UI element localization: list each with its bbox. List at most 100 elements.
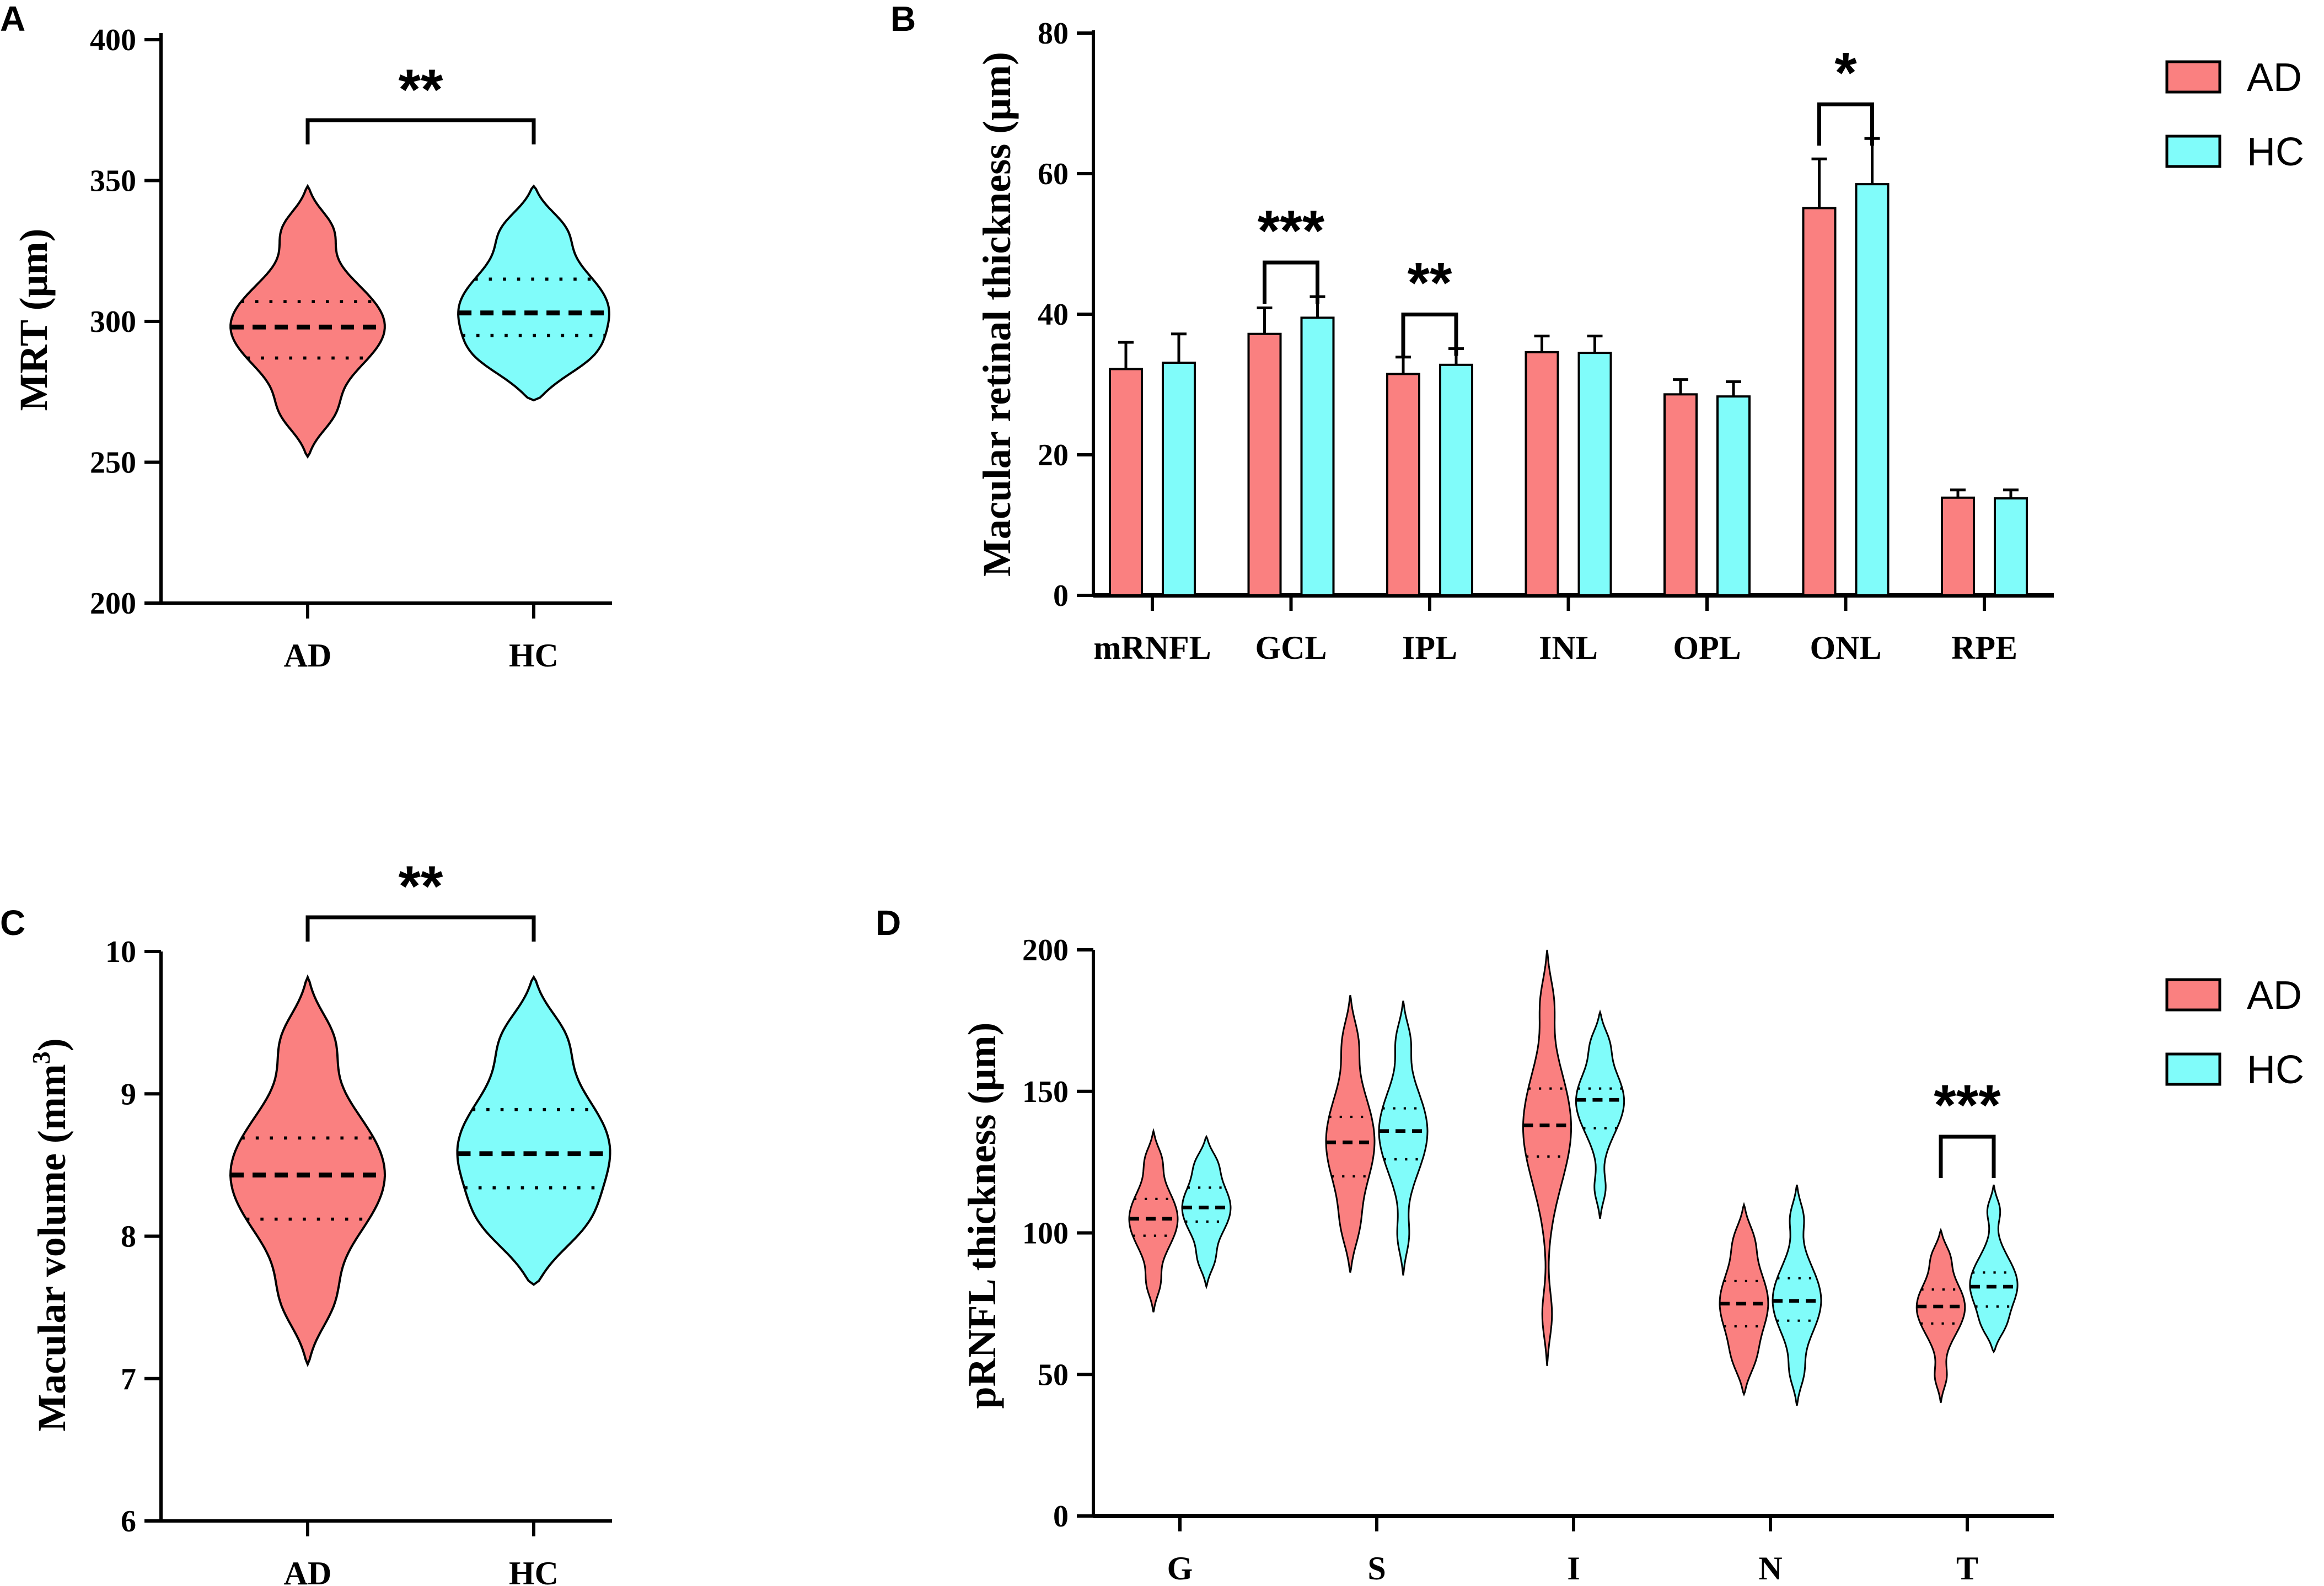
panel-a-y-tick-label: 400 xyxy=(90,23,136,57)
panel-c-violins xyxy=(229,974,611,1368)
legend-top: AD HC xyxy=(2165,56,2304,174)
panel-b-hc-bar xyxy=(1300,316,1335,596)
panel-d-ad-violin xyxy=(1522,949,1572,1366)
panel-d-ad-violin xyxy=(1719,1202,1769,1397)
legend-bottom-label-ad: AD xyxy=(2247,974,2302,1018)
panel-b-ad-bar xyxy=(1109,368,1143,596)
panel-b-x-tick-label: RPE xyxy=(1951,630,2017,666)
panel-c-x-tick-label: AD xyxy=(284,1555,332,1586)
panel-d-sig-label: *** xyxy=(1934,1073,2001,1137)
panel-b-sig-label: *** xyxy=(1258,199,1325,263)
panel-a-y-tick-label: 250 xyxy=(90,446,136,480)
panel-b-ad-bar xyxy=(1802,207,1837,597)
panel-c-ad-violin xyxy=(229,974,387,1368)
panel-label-a: A xyxy=(0,0,25,39)
panel-a-x-ticks: AD HC xyxy=(284,603,559,674)
panel-d-hc-violin xyxy=(1969,1184,2019,1354)
panel-d: D pRNFL thickness (μm) 0 50 100 150 200 G S I N… xyxy=(876,903,2054,1586)
panel-c-x-tick-label: HC xyxy=(509,1555,559,1586)
panel-b-y-tick-label: 20 xyxy=(1038,438,1069,472)
panel-a-y-tick-label: 300 xyxy=(90,305,136,339)
panel-c-y-tick-label: 9 xyxy=(121,1077,136,1111)
panel-b-y-tick-label: 60 xyxy=(1038,157,1069,191)
panel-d-ad-violin xyxy=(1325,994,1376,1273)
panel-a-hc-violin xyxy=(457,184,610,402)
panel-label-c: C xyxy=(0,903,25,943)
panel-c-hc-violin xyxy=(456,975,611,1286)
panel-b-ad-bar xyxy=(1941,496,1975,597)
panel-c-sig-label: ** xyxy=(399,854,443,918)
panel-c-y-ticks: 6 7 8 9 10 xyxy=(105,935,161,1539)
panel-d-y-tick-label: 50 xyxy=(1038,1358,1069,1392)
panel-b-x-ticks: mRNFL GCL IPL INL OPL ONL RPE xyxy=(1093,595,2017,666)
panel-d-significance: *** xyxy=(1934,1073,2001,1178)
panel-d-x-tick-label: I xyxy=(1567,1550,1580,1586)
panel-b-hc-bar xyxy=(1994,497,2028,596)
panel-c-y-tick-label: 10 xyxy=(105,935,136,969)
panel-b-x-tick-label: IPL xyxy=(1402,630,1457,666)
panel-d-violins xyxy=(1128,949,2019,1406)
panel-c-sig-bracket xyxy=(305,915,536,942)
panel-b-sig-bracket xyxy=(1401,312,1458,356)
panel-d-hc-violin xyxy=(1181,1135,1232,1289)
panel-d-y-tick-label: 200 xyxy=(1022,933,1069,967)
panel-d-y-tick-label: 150 xyxy=(1022,1075,1069,1109)
panel-b-ad-bar xyxy=(1386,373,1420,596)
panel-c-ylabel-end: ) xyxy=(30,1038,74,1051)
panel-b-y-tick-label: 40 xyxy=(1038,298,1069,332)
panel-b-ad-bar xyxy=(1247,332,1282,596)
panel-a-y-tick-label: 200 xyxy=(90,587,136,621)
panel-a-significance: ** xyxy=(305,58,536,144)
panel-d-y-ticks: 0 50 100 150 200 xyxy=(1022,933,1093,1534)
panel-d-x-tick-label: G xyxy=(1167,1550,1193,1586)
panel-c-significance: ** xyxy=(305,854,536,942)
panel-label-d: D xyxy=(876,903,901,943)
legend-top-swatch-ad xyxy=(2165,60,2221,94)
panel-c-ylabel: Macular volume (mm3) xyxy=(27,1038,74,1432)
panel-b-significance: ****** xyxy=(1258,41,1874,356)
panel-b-x-tick-label: mRNFL xyxy=(1093,630,1211,666)
panel-b: B Macular retinal thickness (μm) 0 20 40 60… xyxy=(890,0,2054,666)
panel-d-ylabel: pRNFL thickness (μm) xyxy=(960,1023,1004,1409)
panel-b-hc-bar xyxy=(1577,352,1612,596)
panel-c-ylabel-sup: 3 xyxy=(27,1051,55,1064)
panel-b-hc-bar xyxy=(1439,363,1473,596)
panel-d-x-tick-label: S xyxy=(1367,1550,1386,1586)
panel-b-hc-bar xyxy=(1162,361,1196,596)
panel-a-sig-label: ** xyxy=(399,58,443,122)
panel-a-y-tick-label: 350 xyxy=(90,164,136,198)
panel-b-ylabel: Macular retinal thickness (μm) xyxy=(975,52,1019,577)
panel-b-hc-bar xyxy=(1855,183,1890,596)
panel-c-x-ticks: AD HC xyxy=(284,1521,559,1586)
panel-b-y-ticks: 0 20 40 60 80 xyxy=(1038,17,1093,613)
legend-bottom-swatch-hc xyxy=(2165,1052,2221,1086)
panel-c-y-tick-label: 7 xyxy=(121,1362,136,1396)
panel-a-ad-violin xyxy=(229,184,386,459)
panel-d-x-tick-label: T xyxy=(1956,1550,1978,1586)
panel-d-y-tick-label: 0 xyxy=(1053,1499,1069,1534)
legend-top-label-hc: HC xyxy=(2247,130,2304,174)
panel-d-sig-bracket xyxy=(1939,1135,1996,1178)
legend-bottom: AD HC xyxy=(2165,974,2304,1092)
panel-d-hc-violin xyxy=(1772,1184,1822,1406)
panel-b-ad-bar xyxy=(1525,351,1559,596)
panel-b-ad-bar xyxy=(1663,393,1698,596)
panel-b-x-tick-label: ONL xyxy=(1810,630,1881,666)
legend-bottom-label-hc: HC xyxy=(2247,1048,2304,1092)
panel-b-y-tick-label: 80 xyxy=(1038,17,1069,51)
panel-b-sig-label: * xyxy=(1834,41,1857,105)
panel-c-ylabel-main: Macular volume (mm xyxy=(30,1064,74,1432)
panel-c-y-tick-label: 8 xyxy=(121,1220,136,1254)
legend-top-swatch-hc xyxy=(2165,135,2221,168)
panel-b-x-tick-label: OPL xyxy=(1673,630,1741,666)
panel-c-y-tick-label: 6 xyxy=(121,1504,136,1539)
panel-a-y-ticks: 200 250 300 350 400 xyxy=(90,23,161,621)
panel-b-x-tick-label: GCL xyxy=(1255,630,1327,666)
panel-b-sig-bracket xyxy=(1817,102,1874,146)
panel-d-ad-violin xyxy=(1915,1227,1966,1403)
panel-b-sig-bracket xyxy=(1263,260,1319,304)
panel-a-x-tick-label: AD xyxy=(284,637,332,674)
panel-d-hc-violin xyxy=(1378,1001,1429,1276)
panel-b-hc-bar xyxy=(1716,395,1751,596)
